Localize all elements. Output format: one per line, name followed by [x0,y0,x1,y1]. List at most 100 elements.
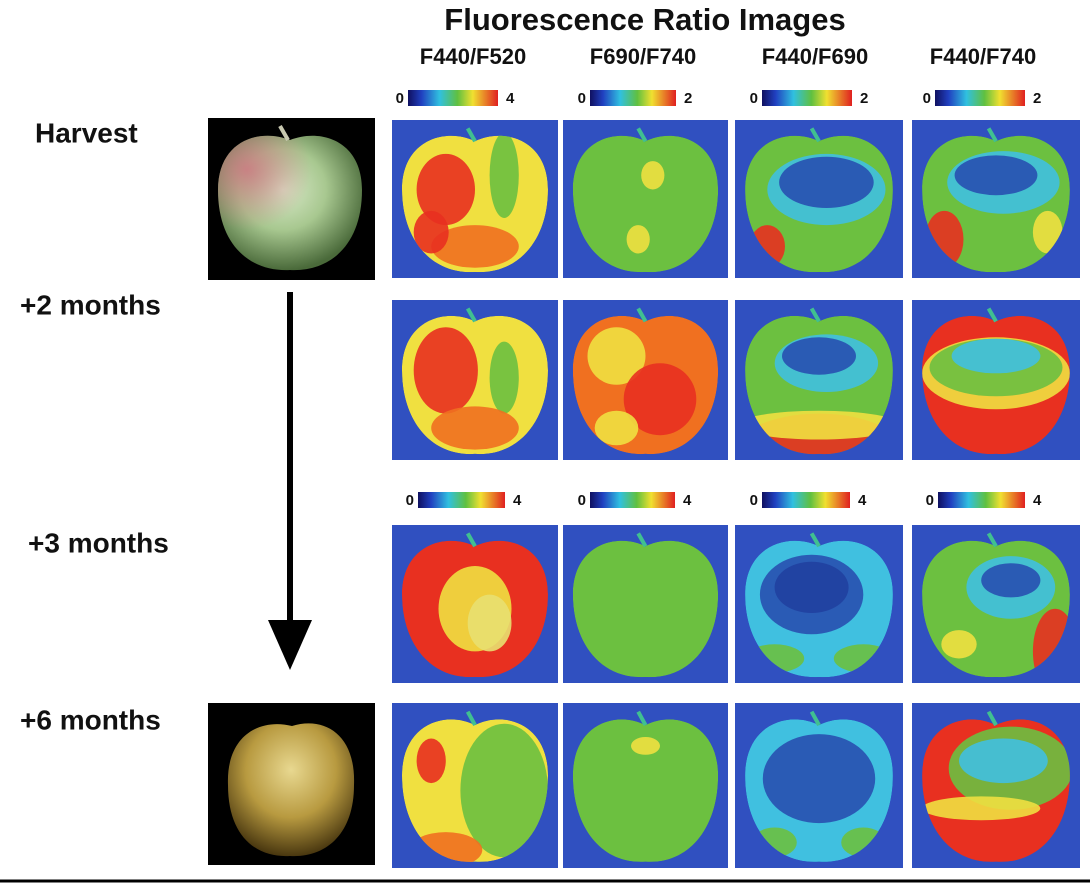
apple-blush [218,135,362,271]
ratio-region [951,338,1041,374]
apple-image [572,719,719,862]
ratio-region [431,406,519,450]
ratio-region [416,738,446,784]
fluorescence-panel [572,315,719,455]
ratio-region [745,410,893,440]
fluorescence-panel [745,135,893,273]
scale-max: 2 [1033,90,1041,107]
apple-image [572,540,719,678]
row-label: Harvest [35,117,138,148]
apple-stem [809,710,821,727]
ratio-region [489,341,519,414]
column-header: F440/F690 [762,44,868,69]
fluorescence-panel [745,315,893,455]
fluorescence-panel [922,315,1070,455]
ratio-region [981,563,1041,598]
ratio-region [631,737,660,755]
scale-min: 0 [926,492,934,509]
apple-stem [986,307,998,323]
fluorescence-panel [572,540,719,678]
apple-stem [986,127,998,143]
ratio-region [941,630,977,659]
color-scale [762,492,850,508]
fluorescence-panel [572,719,719,862]
ratio-region [489,135,519,219]
fluorescence-panel [572,135,719,273]
ratio-region [774,561,849,614]
apple-stem [809,127,821,143]
color-scale [935,90,1025,106]
figure-title: Fluorescence Ratio Images [444,2,845,37]
ratio-region [467,594,512,652]
color-scale [590,492,675,508]
arrow-head [268,620,312,670]
ratio-region [779,156,874,208]
ratio-region [416,153,475,226]
apple-stem [809,532,821,548]
row-label: +2 months [20,289,161,320]
scale-min: 0 [750,90,758,107]
fluorescence-panel [402,315,548,455]
scale-max: 4 [683,492,692,509]
fluorescence-panel [922,719,1070,862]
fluorescence-panel [745,719,893,862]
scale-min: 0 [396,90,404,107]
column-header: F690/F740 [590,44,696,69]
scale-max: 2 [684,90,692,107]
column-header: F440/F740 [930,44,1036,69]
scale-min: 0 [578,90,586,107]
scale-max: 4 [506,90,515,107]
scale-max: 2 [860,90,868,107]
ratio-region [922,796,1041,821]
scale-max: 4 [513,492,522,509]
apple-stem [465,532,477,548]
apple-stem [636,307,648,323]
ratio-region [413,210,449,254]
ratio-region [1032,210,1063,254]
row-label: +6 months [20,704,161,735]
color-scale [418,492,505,508]
apple-stem [636,127,648,143]
ratio-region [623,363,697,436]
apple-photo [227,723,355,857]
ratio-region [782,337,856,375]
ratio-region [954,155,1038,196]
ratio-region [762,734,876,824]
apple-stem [636,710,648,727]
scale-max: 4 [858,492,867,509]
ratio-region [413,327,478,414]
scale-min: 0 [406,492,414,509]
scale-max: 4 [1033,492,1042,509]
ratio-region [626,225,650,254]
fluorescence-panel [745,540,893,678]
scale-min: 0 [578,492,586,509]
apple-stem [809,307,821,323]
apple-stem [465,710,477,727]
color-scale [590,90,676,106]
ratio-region [641,161,665,190]
ratio-region [594,410,639,446]
ratio-region [431,225,519,268]
apple-stem [986,532,998,548]
ratio-region [587,327,646,385]
scale-min: 0 [750,492,758,509]
fluorescence-panel [402,719,548,862]
color-scale [408,90,498,106]
apple-stem [986,710,998,727]
apple-stem [465,307,477,323]
column-header: F440/F520 [420,44,526,69]
color-scale [762,90,852,106]
row-label: +3 months [28,527,169,558]
color-scale [938,492,1025,508]
apple-stem [465,127,477,143]
apple-image [572,135,719,273]
ratio-region [959,738,1048,784]
apple-stem [278,125,290,141]
fluorescence-panel [402,135,548,273]
fluorescence-panel [922,135,1070,273]
scale-min: 0 [923,90,931,107]
ratio-region [460,723,548,858]
fluorescence-panel [402,540,548,678]
